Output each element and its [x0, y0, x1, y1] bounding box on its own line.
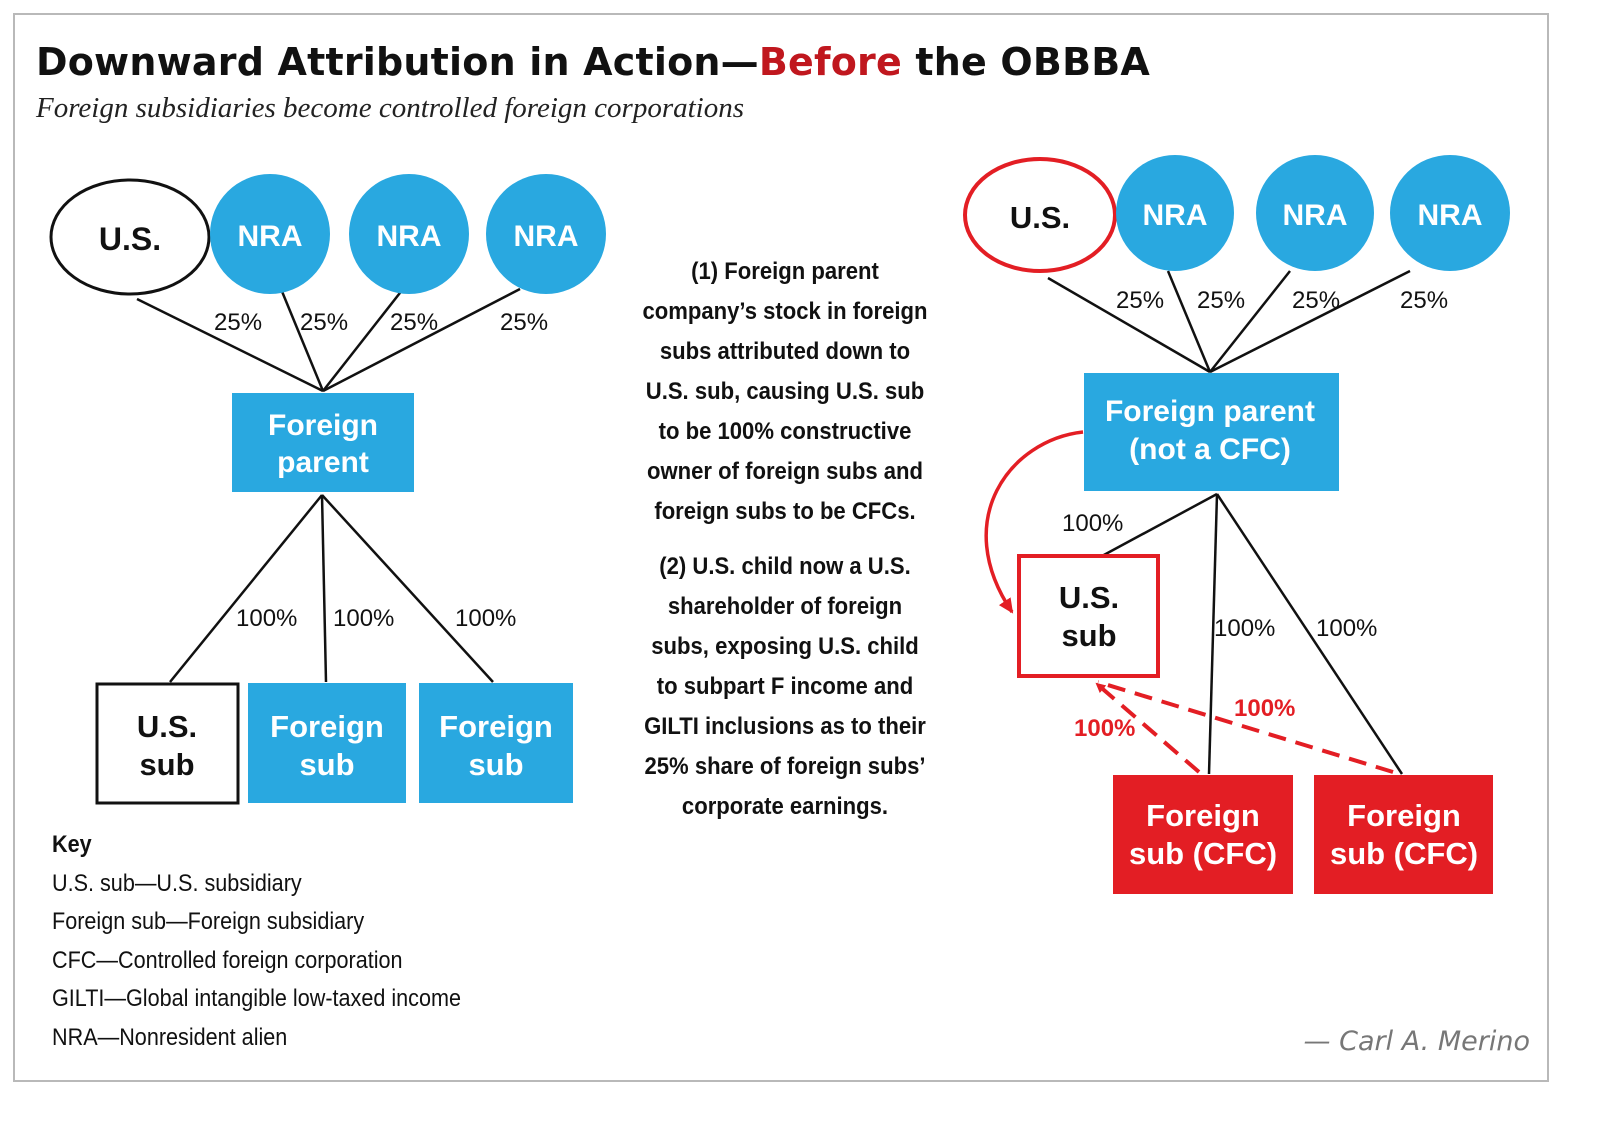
owner-label: NRA [1143, 199, 1208, 232]
parent-line2: (not a CFC) [1129, 433, 1291, 466]
ownership-percentage: 25% [214, 309, 262, 336]
sub-line2: sub (CFC) [1129, 836, 1277, 871]
ownership-percentage: 25% [390, 309, 438, 336]
right-sub-line [1215, 493, 1404, 775]
ownership-percentage: 100% [333, 605, 394, 632]
ownership-percentage: 100% [455, 605, 516, 632]
left-sub-line [320, 494, 328, 683]
attribution-arrow [984, 430, 1084, 614]
title-highlight: Before [758, 40, 902, 84]
sub-line1: Foreign [1146, 798, 1260, 833]
attributed-percentage: 100% [1074, 715, 1135, 742]
parent-line1: Foreign [268, 409, 378, 442]
ownership-percentage: 25% [1400, 287, 1448, 314]
left-owner-line [322, 287, 521, 393]
left-owner-line [136, 297, 324, 393]
left-foreign-parent: Foreign parent [232, 393, 414, 492]
attribution-dashed-line [1095, 682, 1201, 774]
right-cfc-sub: Foreign sub (CFC) [1113, 775, 1293, 894]
left-diagram: U.S. NRA NRA NRA 25% 25% 25% 25% Foreign… [49, 174, 606, 805]
left-foreign-sub: Foreign sub [419, 683, 573, 803]
left-sub-line [321, 494, 494, 683]
key-item: GILTI—Global intangible low-taxed income [52, 985, 462, 1012]
owner-label: NRA [377, 220, 442, 253]
ownership-percentage: 100% [1062, 510, 1123, 537]
explanation-point-2: (2) U.S. child now a U.S. shareholder of… [644, 553, 926, 820]
right-owner-nra: NRA [1116, 155, 1234, 271]
right-cfc-sub: Foreign sub (CFC) [1314, 775, 1493, 894]
owner-label: NRA [514, 220, 579, 253]
owner-label: NRA [1283, 199, 1348, 232]
right-foreign-parent: Foreign parent (not a CFC) [1084, 373, 1339, 491]
ownership-percentage: 25% [1116, 287, 1164, 314]
sub-line1: Foreign [439, 709, 553, 744]
key-item: Foreign sub—Foreign subsidiary [52, 908, 365, 935]
left-owner-nra: NRA [349, 174, 469, 294]
left-owner-line [279, 288, 325, 392]
ownership-percentage: 100% [1214, 615, 1275, 642]
left-foreign-sub: Foreign sub [248, 683, 406, 803]
right-owner-line [1166, 270, 1212, 373]
author-credit: — Carl A. Merino [1303, 1026, 1530, 1057]
ownership-percentage: 25% [1197, 287, 1245, 314]
parent-line1: Foreign parent [1105, 395, 1315, 428]
sub-line1: U.S. [137, 709, 197, 744]
right-us-sub-line [1101, 492, 1218, 558]
sub-line2: sub [299, 747, 354, 782]
sub-line2: sub [139, 747, 194, 782]
right-owner-us: U.S. [963, 157, 1117, 273]
ownership-percentage: 25% [500, 309, 548, 336]
owner-label: NRA [1418, 199, 1483, 232]
sub-line2: sub (CFC) [1330, 836, 1478, 871]
left-owner-line [322, 288, 404, 392]
right-owner-nra: NRA [1390, 155, 1510, 271]
key-title: Key [52, 831, 92, 858]
key-item: NRA—Nonresident alien [52, 1023, 288, 1051]
attributed-percentage: 100% [1234, 695, 1295, 722]
sub-line2: sub [1061, 618, 1116, 653]
page-subtitle: Foreign subsidiaries become controlled f… [36, 92, 745, 124]
left-owner-nra: NRA [210, 174, 330, 294]
title-part2: the OBBBA [901, 40, 1151, 84]
ownership-percentage: 25% [300, 309, 348, 336]
ownership-percentage: 100% [1316, 615, 1377, 642]
explanation-point-1: (1) Foreign parent company’s stock in fo… [642, 258, 928, 525]
owner-label: U.S. [1010, 200, 1070, 235]
right-owner-line [1209, 270, 1291, 373]
left-owner-nra: NRA [486, 174, 606, 294]
right-owner-nra: NRA [1256, 155, 1374, 271]
ownership-percentage: 25% [1292, 287, 1340, 314]
sub-line1: Foreign [1347, 798, 1461, 833]
left-owner-us: U.S. [49, 178, 211, 296]
sub-line1: U.S. [1059, 580, 1119, 615]
right-sub-line [1207, 493, 1219, 775]
sub-line2: sub [468, 747, 523, 782]
key-legend: Key U.S. sub—U.S. subsidiary Foreign sub… [52, 826, 461, 1057]
sub-line1: Foreign [270, 709, 384, 744]
owner-label: NRA [238, 220, 303, 253]
page-title: Downward Attribution in Action—Before th… [36, 40, 1150, 84]
ownership-percentage: 100% [236, 605, 297, 632]
owner-label: U.S. [99, 221, 161, 257]
right-owner-line [1209, 269, 1411, 374]
title-part1: Downward Attribution in Action— [36, 40, 759, 84]
right-owner-line [1047, 276, 1211, 374]
key-item: CFC—Controlled foreign corporation [52, 946, 403, 974]
left-sub-line [169, 494, 323, 683]
right-diagram: U.S. NRA NRA NRA 25% 25% 25% 25% Foreign… [963, 155, 1510, 894]
left-us-sub: U.S. sub [95, 682, 240, 805]
attribution-dashed-line [1097, 680, 1394, 774]
key-item: U.S. sub—U.S. subsidiary [52, 869, 302, 897]
parent-line2: parent [277, 446, 369, 479]
right-us-sub: U.S. sub [1017, 554, 1160, 678]
